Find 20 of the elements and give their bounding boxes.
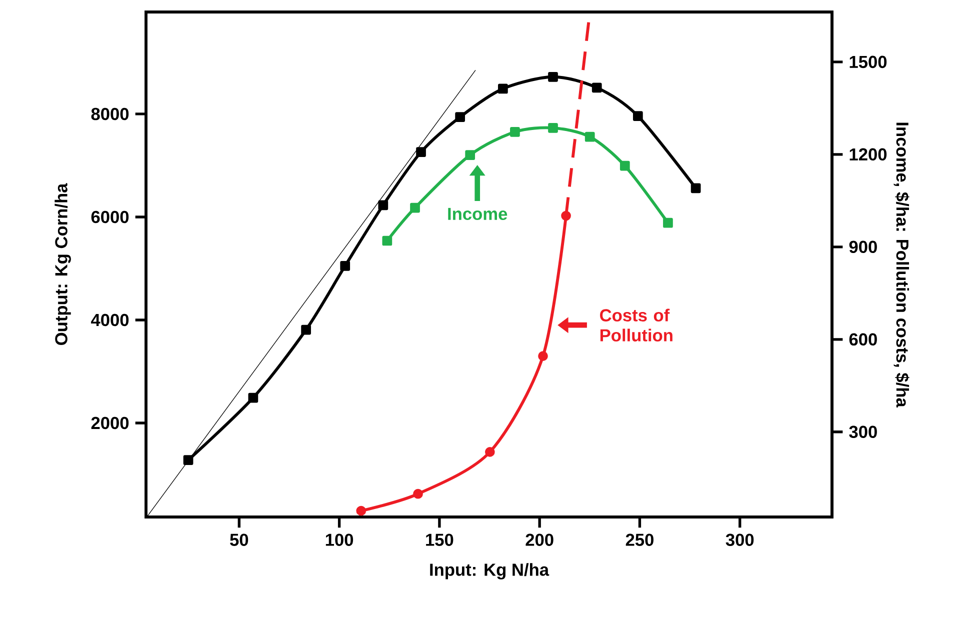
- x-tick-label: 150: [426, 534, 454, 546]
- x-tick-label: 50: [230, 534, 248, 546]
- x-axis-title: Input: Kg N/ha: [430, 563, 550, 580]
- y-tick-label: 8000: [91, 108, 129, 120]
- y2-tick-label: 900: [849, 240, 877, 254]
- x-tick-label: 250: [626, 534, 654, 546]
- y-tick-label: 4000: [91, 314, 129, 326]
- y2-tick-label: 1500: [850, 56, 887, 68]
- x-tick-label: 100: [326, 534, 354, 546]
- y-axis-title: Output: Kg Corn/ha: [54, 183, 71, 345]
- y2-tick-label: 1200: [850, 148, 887, 161]
- annotation: Income: [448, 208, 508, 220]
- y2-tick-label: 300: [849, 426, 877, 438]
- x-tick-label: 200: [526, 534, 554, 546]
- y2-axis-title: Income, $/ha: Pollution costs, $/ha: [894, 122, 910, 408]
- y2-tick-label: 600: [849, 333, 877, 346]
- x-tick-label: 300: [726, 534, 754, 546]
- y-tick-label: 6000: [91, 210, 129, 224]
- annotation: Costs of Pollution: [600, 308, 672, 342]
- y-tick-label: 2000: [91, 416, 129, 430]
